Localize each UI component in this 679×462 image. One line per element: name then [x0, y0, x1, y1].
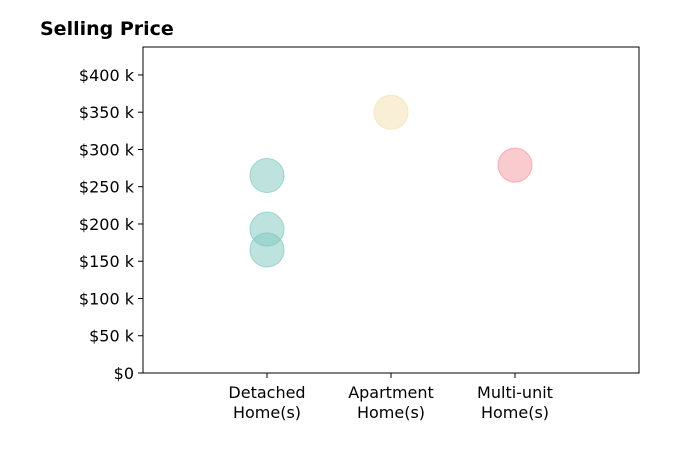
y-tick-label: $200 k — [79, 215, 135, 234]
y-tick-label: $400 k — [79, 66, 135, 85]
data-point — [497, 147, 533, 183]
y-tick-label: $350 k — [79, 103, 135, 122]
x-tick-label-line: Detached — [228, 383, 305, 402]
y-tick-label: $0 — [114, 364, 134, 383]
x-tick-label: Multi-unit Home(s) — [477, 383, 553, 422]
y-axis: $0 $50 k $100 k $150 k $200 k $250 k $300 k $35… — [79, 66, 143, 383]
x-tick-label: Apartment Home(s) — [348, 383, 434, 422]
x-tick-label-line: Multi-unit — [477, 383, 553, 402]
x-tick-label-line: Apartment — [348, 383, 434, 402]
x-tick-label-line: Home(s) — [357, 403, 425, 422]
y-tick-label: $100 k — [79, 289, 135, 308]
x-tick-label-line: Home(s) — [481, 403, 549, 422]
data-point — [249, 232, 285, 268]
data-points — [249, 94, 533, 268]
chart-title: Selling Price — [40, 18, 174, 40]
data-point — [373, 94, 409, 130]
y-tick-label: $300 k — [79, 140, 135, 159]
y-tick-label: $150 k — [79, 252, 135, 271]
y-tick-label: $250 k — [79, 178, 135, 197]
x-tick-label-line: Home(s) — [233, 403, 301, 422]
x-axis: Detached Home(s)Apartment Home(s)Multi-uni… — [228, 373, 553, 422]
data-point — [249, 158, 285, 194]
y-tick-label: $50 k — [89, 327, 135, 346]
x-tick-label: Detached Home(s) — [228, 383, 305, 422]
